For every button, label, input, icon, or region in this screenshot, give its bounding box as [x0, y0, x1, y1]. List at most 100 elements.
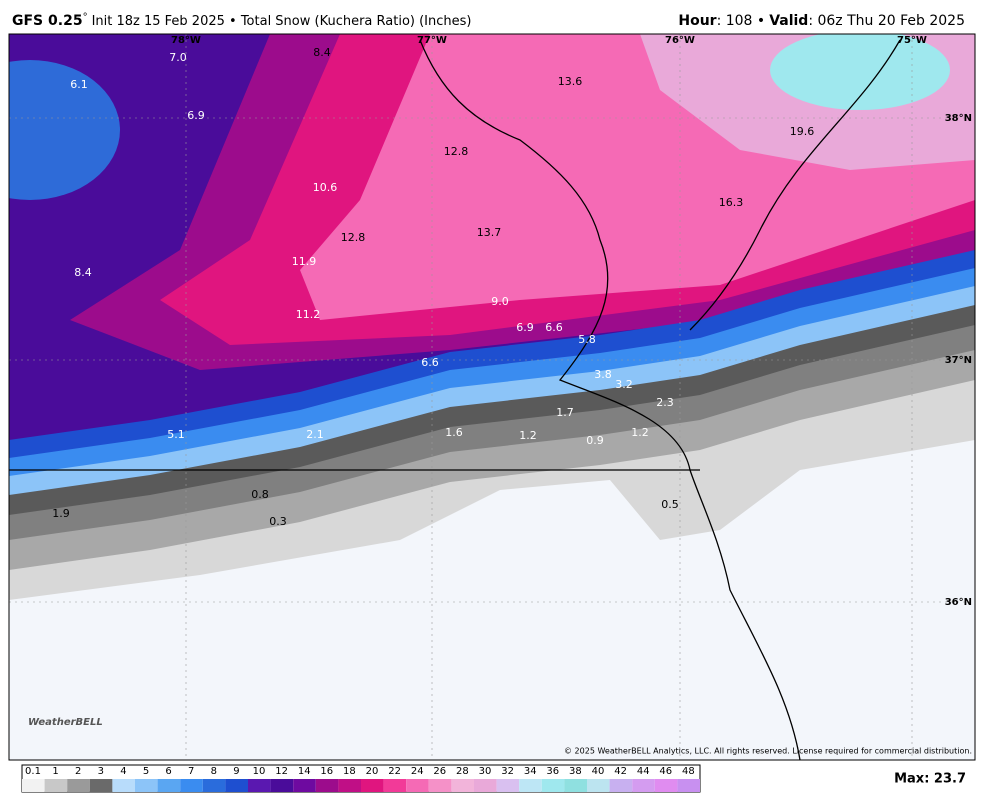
- colorbar-label: 10: [253, 766, 266, 777]
- model-name: GFS 0.25: [12, 13, 83, 29]
- colorbar-label: 40: [592, 766, 605, 777]
- colorbar-label: 30: [479, 766, 492, 777]
- hour-label: Hour: [678, 13, 716, 29]
- snow-value: 3.8: [594, 368, 612, 381]
- snow-value: 10.6: [313, 181, 338, 194]
- degree: °: [83, 12, 88, 23]
- snow-value: 6.1: [70, 78, 88, 91]
- snow-value: 0.8: [251, 488, 269, 501]
- snow-value: 1.6: [445, 426, 463, 439]
- hour-value: : 108 •: [717, 13, 766, 29]
- colorbar-swatch: [519, 779, 542, 792]
- longitude-label: 75°W: [897, 35, 927, 46]
- title: Init 18z 15 Feb 2025 • Total Snow (Kuche…: [92, 14, 472, 29]
- colorbar-label: 3: [98, 766, 104, 777]
- colorbar-swatch: [564, 779, 587, 792]
- longitude-label: 78°W: [171, 35, 201, 46]
- colorbar-swatch: [315, 779, 339, 792]
- colorbar-label: 12: [275, 766, 288, 777]
- colorbar-swatch: [22, 779, 45, 792]
- snow-value: 1.2: [519, 429, 537, 442]
- colorbar-swatch: [225, 779, 248, 792]
- logo: WeatherBELL: [28, 717, 103, 728]
- colorbar-label: 14: [298, 766, 311, 777]
- colorbar-swatch: [451, 779, 474, 792]
- colorbar-swatch: [89, 779, 113, 792]
- snow-value: 6.9: [187, 109, 205, 122]
- colorbar-swatch: [632, 779, 655, 792]
- map-frame: [8, 33, 976, 761]
- no-snow-zone: [9, 440, 975, 760]
- colorbar-label: 26: [433, 766, 446, 777]
- snow-value: 12.8: [341, 231, 366, 244]
- snow-value: 1.9: [52, 507, 70, 520]
- snow-value: 3.2: [615, 378, 633, 391]
- colorbar-label: 32: [501, 766, 514, 777]
- snow-value: 5.1: [167, 428, 185, 441]
- map: [9, 34, 975, 760]
- colorbar-swatch: [677, 779, 700, 792]
- colorbar-swatch: [654, 779, 678, 792]
- model: GFS 0.25° Init 18z 15 Feb 2025 • Total Sn…: [12, 12, 472, 29]
- colorbar-label: 38: [569, 766, 582, 777]
- snow-value: 1.7: [556, 406, 574, 419]
- colorbar-label: 8: [211, 766, 217, 777]
- latitude-label: 38°N: [945, 113, 972, 124]
- colorbar-swatch: [541, 779, 565, 792]
- snow-value: 8.4: [313, 46, 331, 59]
- colorbar-label: 28: [456, 766, 469, 777]
- snow-value: 0.9: [586, 434, 604, 447]
- snow-value: 13.6: [558, 75, 583, 88]
- colorbar-label: 46: [659, 766, 672, 777]
- colorbar-swatch: [609, 779, 633, 792]
- colorbar-swatch: [270, 779, 294, 792]
- colorbar-swatch: [293, 779, 316, 792]
- colorbar-swatch: [496, 779, 520, 792]
- snow-value: 11.2: [296, 308, 321, 321]
- snow-value: 2.3: [656, 396, 674, 409]
- snow-value: 13.7: [477, 226, 502, 239]
- max-value: Max: 23.7: [894, 772, 966, 787]
- colorbar-label: 6: [165, 766, 171, 777]
- snow-value: 7.0: [169, 51, 187, 64]
- colorbar-label: 20: [366, 766, 379, 777]
- snow-value: 16.3: [719, 196, 744, 209]
- colorbar-swatch: [406, 779, 429, 792]
- colorbar-label: 18: [343, 766, 356, 777]
- colorbar-swatch: [248, 779, 271, 792]
- colorbar-label: 7: [188, 766, 194, 777]
- snow-value: 0.5: [661, 498, 679, 511]
- colorbar-label: 1: [52, 766, 58, 777]
- valid-label: Valid: [769, 13, 808, 29]
- colorbar-label: 4: [120, 766, 126, 777]
- snow-value: 19.6: [790, 125, 815, 138]
- colorbar-label: 5: [143, 766, 149, 777]
- colorbar-swatch: [474, 779, 497, 792]
- colorbar-swatch: [135, 779, 158, 792]
- coastline: [419, 39, 901, 760]
- colorbar-label: 16: [320, 766, 333, 777]
- colorbar-label: 2: [75, 766, 81, 777]
- snow-value: 8.4: [74, 266, 92, 279]
- blue-patch: [9, 60, 120, 200]
- snow-value: 5.8: [578, 333, 596, 346]
- latitude-label: 36°N: [945, 597, 972, 608]
- colorbar-label: 9: [233, 766, 239, 777]
- snow-value: 0.3: [269, 515, 287, 528]
- colorbar-swatch: [202, 779, 226, 792]
- snow-value: 6.6: [421, 356, 439, 369]
- valid-value: : 06z Thu 20 Feb 2025: [808, 13, 965, 29]
- colorbar-label: 0.1: [25, 766, 41, 777]
- snow-value: 6.9: [516, 321, 534, 334]
- colorbar-swatch: [180, 779, 203, 792]
- colorbar-label: 24: [411, 766, 424, 777]
- colorbar-swatch: [361, 779, 384, 792]
- copyright: © 2025 WeatherBELL Analytics, LLC. All r…: [564, 747, 972, 756]
- colorbar-label: 36: [546, 766, 559, 777]
- colorbar-label: 22: [388, 766, 401, 777]
- colorbar-swatch: [587, 779, 610, 792]
- colorbar-swatch: [428, 779, 452, 792]
- snow-value: 1.2: [631, 426, 649, 439]
- longitude-label: 77°W: [417, 35, 447, 46]
